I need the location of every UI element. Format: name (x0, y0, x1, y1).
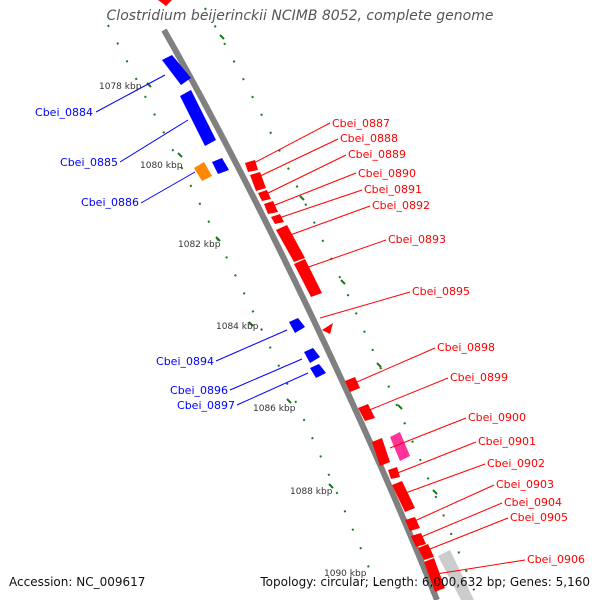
gene-label-cbei-0889[interactable]: Cbei_0889 (348, 148, 406, 161)
gene-label-cbei-0887[interactable]: Cbei_0887 (332, 117, 390, 130)
gene-arrow-cbei-0899[interactable] (358, 404, 375, 421)
gene-label-cbei-0895[interactable]: Cbei_0895 (412, 285, 470, 298)
scale-label: 1080 kbp (140, 161, 183, 171)
gene-arrow-cbei-0885[interactable] (180, 90, 216, 146)
gene-arrow-cbei-0890[interactable] (264, 201, 278, 214)
reverse-strand-genes (162, 55, 326, 378)
gene-arrow-cbei-0883[interactable] (158, 0, 172, 6)
gene-arrow-cbei-0906[interactable] (418, 544, 434, 560)
gene-label-cbei-0897[interactable]: Cbei_0897 (177, 399, 235, 412)
gene-arrow-cbei-0893b[interactable] (294, 259, 322, 297)
scale-label: 1084 kbp (216, 322, 259, 332)
gene-arrow-cbei-0903[interactable] (392, 481, 415, 512)
accession-text: Accession: NC_009617 (9, 575, 146, 589)
inner-dotted-ring (107, 24, 383, 600)
reverse-leader-lines (95, 74, 309, 406)
gene-arrow-cbei-0894[interactable] (289, 318, 305, 333)
gene-label-cbei-0905[interactable]: Cbei_0905 (510, 511, 568, 524)
gene-label-cbei-0884[interactable]: Cbei_0884 (35, 106, 93, 119)
gene-label-cbei-0900[interactable]: Cbei_0900 (468, 411, 526, 424)
gene-arrow-cbei-0902[interactable] (388, 467, 400, 479)
gene-label-cbei-0888[interactable]: Cbei_0888 (340, 132, 398, 145)
gene-arrow-cbei-0886[interactable] (194, 162, 212, 181)
gene-label-cbei-0898[interactable]: Cbei_0898 (437, 341, 495, 354)
gene-arrow-cbei-0900[interactable] (372, 438, 390, 466)
scale-label: 1088 kbp (290, 487, 333, 497)
gene-arrow-cbei-0906b[interactable] (424, 558, 445, 592)
gene-label-cbei-0902[interactable]: Cbei_0902 (487, 457, 545, 470)
gene-arrow-cbei-0907[interactable] (438, 550, 474, 600)
gene-label-cbei-0904[interactable]: Cbei_0904 (504, 496, 562, 509)
gene-label-cbei-0885[interactable]: Cbei_0885 (60, 156, 118, 169)
gene-arrow-cbei-0898[interactable] (345, 377, 360, 392)
gene-arrow-cbei-0893[interactable] (276, 225, 305, 262)
gene-label-cbei-0892[interactable]: Cbei_0892 (372, 199, 430, 212)
scale-label: 1090 kbp (324, 569, 367, 579)
scale-ticks (146, 34, 438, 495)
gene-arrow-cbei-0897[interactable] (310, 364, 326, 378)
gene-label-cbei-0906[interactable]: Cbei_0906 (527, 553, 585, 566)
gene-label-cbei-0901[interactable]: Cbei_0901 (478, 435, 536, 448)
gene-label-cbei-0894[interactable]: Cbei_0894 (156, 355, 214, 368)
scale-label: 1078 kbp (99, 82, 142, 92)
genome-summary-text: Topology: circular; Length: 6,000,632 bp… (260, 575, 590, 589)
gene-arrow-cbei-0889[interactable] (258, 190, 271, 201)
gene-arrow-cbei-0888[interactable] (250, 172, 266, 191)
forward-strand-genes (158, 0, 474, 600)
gene-label-cbei-0891[interactable]: Cbei_0891 (364, 183, 422, 196)
scale-label: 1086 kbp (253, 404, 296, 414)
gene-arrow-cbei-0886b[interactable] (212, 158, 229, 174)
gene-label-cbei-0896[interactable]: Cbei_0896 (170, 384, 228, 397)
gene-label-cbei-0886[interactable]: Cbei_0886 (81, 196, 139, 209)
scale-label: 1082 kbp (178, 240, 221, 250)
gene-arrow-rna-0901[interactable] (390, 432, 410, 461)
gene-arrow-cbei-0884[interactable] (162, 55, 191, 85)
forward-gene-labels: Cbei_0887 Cbei_0888 Cbei_0889 Cbei_0890 … (332, 117, 585, 566)
gene-label-cbei-0903[interactable]: Cbei_0903 (496, 478, 554, 491)
gene-label-cbei-0899[interactable]: Cbei_0899 (450, 371, 508, 384)
gene-label-cbei-0893[interactable]: Cbei_0893 (388, 233, 446, 246)
gene-arrow-cbei-0896[interactable] (304, 348, 320, 363)
gene-label-cbei-0890[interactable]: Cbei_0890 (358, 167, 416, 180)
map-title: Clostridium beijerinckii NCIMB 8052, com… (106, 8, 494, 24)
gene-arrow-cbei-0895[interactable] (322, 323, 333, 334)
reverse-gene-labels: Cbei_0884 Cbei_0885 Cbei_0886 Cbei_0894 … (35, 106, 235, 412)
scale-labels: 1078 kbp 1080 kbp 1082 kbp 1084 kbp 1086… (99, 82, 367, 579)
forward-leader-lines (249, 122, 526, 576)
genome-backbone (161, 28, 440, 600)
